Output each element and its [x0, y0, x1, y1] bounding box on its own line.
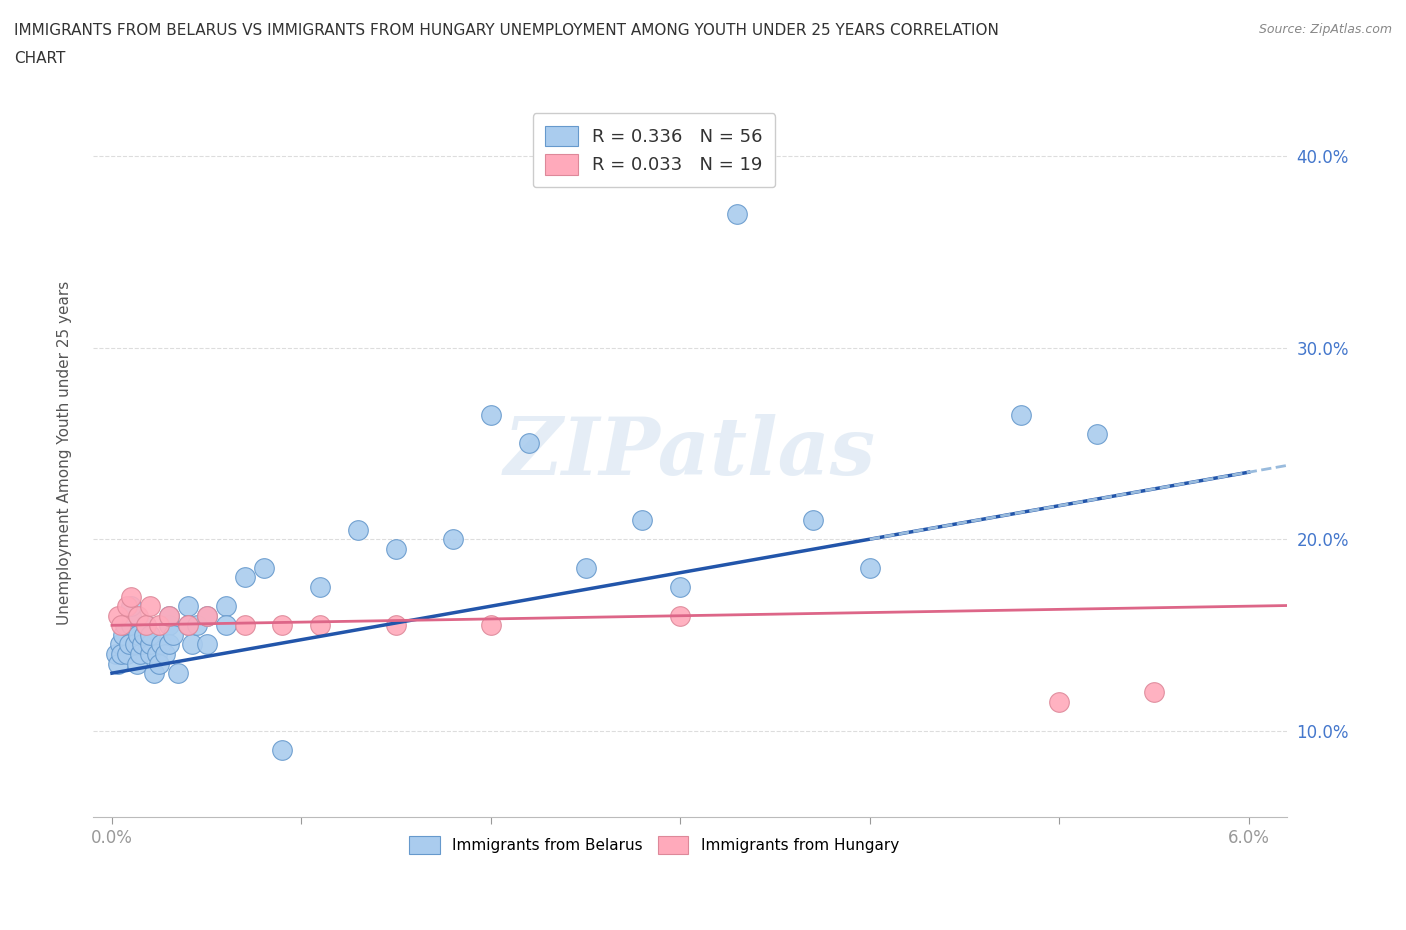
- Point: [120, 599, 142, 614]
- Point: [148, 657, 170, 671]
- Point: [139, 637, 162, 652]
- Point: [135, 618, 157, 632]
- Point: [180, 637, 202, 652]
- Point: [479, 618, 502, 632]
- Point: [139, 599, 162, 614]
- Point: [195, 637, 218, 652]
- Point: [271, 618, 294, 632]
- Point: [115, 599, 138, 614]
- Point: [115, 646, 138, 661]
- Point: [127, 608, 149, 623]
- Point: [157, 608, 180, 623]
- Point: [479, 407, 502, 422]
- Point: [347, 522, 370, 537]
- Point: [214, 599, 236, 614]
- Point: [162, 628, 184, 643]
- Point: [186, 618, 208, 632]
- Point: [309, 579, 332, 594]
- Point: [801, 512, 824, 527]
- Point: [118, 637, 141, 652]
- Point: [135, 618, 157, 632]
- Point: [167, 666, 190, 681]
- Point: [107, 657, 129, 671]
- Point: [150, 637, 173, 652]
- Point: [148, 618, 170, 632]
- Point: [725, 206, 748, 221]
- Point: [859, 561, 882, 576]
- Point: [125, 657, 148, 671]
- Point: [120, 590, 142, 604]
- Point: [124, 637, 146, 652]
- Text: ZIPatlas: ZIPatlas: [503, 414, 876, 492]
- Point: [114, 618, 136, 632]
- Text: CHART: CHART: [14, 51, 66, 66]
- Point: [1085, 427, 1108, 442]
- Text: IMMIGRANTS FROM BELARUS VS IMMIGRANTS FROM HUNGARY UNEMPLOYMENT AMONG YOUTH UNDE: IMMIGRANTS FROM BELARUS VS IMMIGRANTS FR…: [14, 23, 998, 38]
- Point: [120, 608, 142, 623]
- Point: [146, 646, 169, 661]
- Point: [214, 618, 236, 632]
- Point: [110, 646, 132, 661]
- Point: [195, 608, 218, 623]
- Point: [120, 618, 142, 632]
- Y-axis label: Unemployment Among Youth under 25 years: Unemployment Among Youth under 25 years: [58, 281, 72, 625]
- Point: [157, 618, 180, 632]
- Point: [517, 436, 540, 451]
- Point: [104, 646, 127, 661]
- Point: [631, 512, 654, 527]
- Point: [131, 637, 153, 652]
- Point: [129, 646, 152, 661]
- Point: [385, 541, 408, 556]
- Point: [153, 646, 176, 661]
- Point: [669, 579, 692, 594]
- Point: [134, 628, 156, 643]
- Point: [233, 570, 256, 585]
- Point: [127, 628, 149, 643]
- Point: [157, 608, 180, 623]
- Point: [195, 608, 218, 623]
- Text: Source: ZipAtlas.com: Source: ZipAtlas.com: [1258, 23, 1392, 36]
- Point: [108, 637, 131, 652]
- Point: [233, 618, 256, 632]
- Point: [112, 628, 135, 643]
- Legend: Immigrants from Belarus, Immigrants from Hungary: Immigrants from Belarus, Immigrants from…: [404, 830, 905, 860]
- Point: [1010, 407, 1032, 422]
- Point: [1047, 695, 1070, 710]
- Point: [309, 618, 332, 632]
- Point: [385, 618, 408, 632]
- Point: [107, 608, 129, 623]
- Point: [177, 618, 200, 632]
- Point: [110, 618, 132, 632]
- Point: [177, 599, 200, 614]
- Point: [139, 628, 162, 643]
- Point: [177, 618, 200, 632]
- Point: [142, 666, 165, 681]
- Point: [441, 532, 464, 547]
- Point: [1143, 684, 1166, 699]
- Point: [139, 646, 162, 661]
- Point: [157, 637, 180, 652]
- Point: [669, 608, 692, 623]
- Point: [575, 561, 598, 576]
- Point: [271, 742, 294, 757]
- Point: [252, 561, 274, 576]
